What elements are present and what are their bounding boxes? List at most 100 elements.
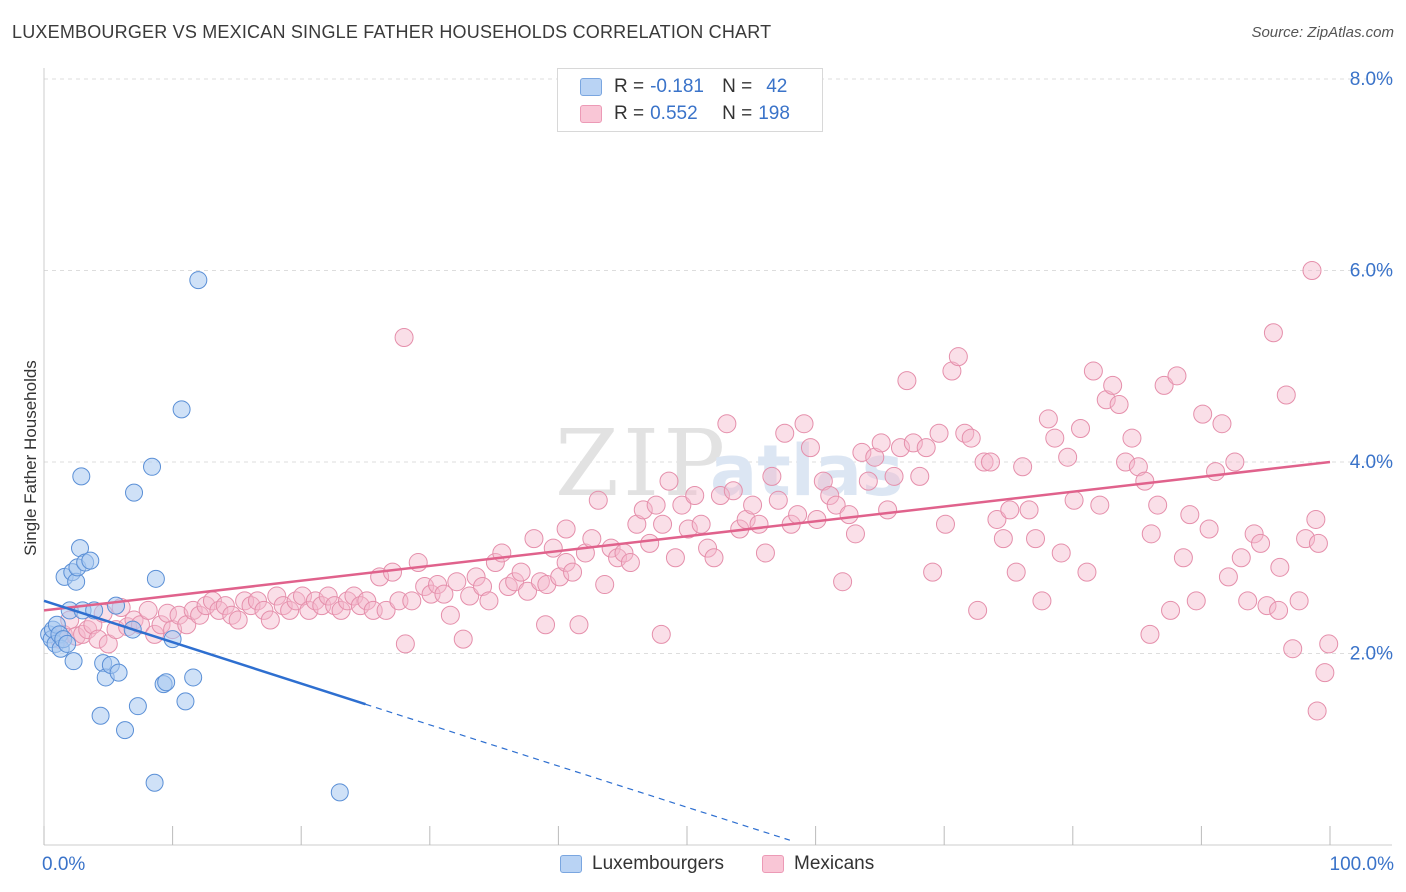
mexicans-point <box>299 600 319 620</box>
mexicans-point <box>394 328 414 348</box>
luxembourgers-point <box>128 697 147 716</box>
luxembourgers-point <box>184 668 203 687</box>
mexicans-point <box>980 452 1000 472</box>
mexicans-point <box>858 471 878 491</box>
mexicans-point <box>1006 562 1026 582</box>
mexicans-point <box>1302 261 1322 280</box>
mexicans-point <box>820 486 840 506</box>
mexicans-point <box>1212 414 1232 434</box>
mexicans-point <box>633 500 653 520</box>
mexicans-point <box>1122 428 1142 448</box>
mexicans-point <box>651 624 671 644</box>
mexicans-point <box>890 438 910 458</box>
mexicans-point <box>1306 509 1326 529</box>
mexicans-point <box>878 500 898 520</box>
mexicans-point <box>1083 361 1103 381</box>
luxembourgers-point <box>109 663 128 682</box>
mexicans-point <box>1180 505 1200 525</box>
r-value: 0.552 <box>650 103 698 124</box>
mexicans-point <box>473 576 493 596</box>
mexicans-point <box>665 548 685 568</box>
mexicans-point <box>1019 500 1039 520</box>
mexicans-point <box>929 423 949 443</box>
y-tick-label: 2.0% <box>1350 644 1393 665</box>
y-tick-label: 8.0% <box>1350 69 1393 90</box>
watermark-atlas: atlas <box>710 430 904 512</box>
mexicans-point <box>1251 533 1271 553</box>
mexicans-point <box>357 591 377 611</box>
luxembourgers-point <box>146 569 165 588</box>
mexicans-point <box>627 514 647 534</box>
mexicans-point <box>691 514 711 534</box>
mexicans-point <box>1116 452 1136 472</box>
mexicans-point <box>447 572 467 592</box>
mexicans-point <box>1051 543 1071 563</box>
mexicans-point <box>1032 591 1052 611</box>
watermark: ZIP atlas <box>555 410 904 517</box>
mexicans-point <box>215 596 235 616</box>
mexicans-point <box>151 615 171 635</box>
mexicans-point <box>1064 490 1084 510</box>
mexicans-point <box>228 610 248 630</box>
r-label: R = <box>614 103 645 124</box>
mexicans-point <box>260 610 280 630</box>
mexicans-point <box>1167 366 1187 386</box>
mexicans-point <box>1319 634 1339 654</box>
mexicans-point <box>743 495 763 515</box>
mexicans-point <box>620 553 640 573</box>
r-value: -0.181 <box>650 76 704 97</box>
n-value: 42 <box>766 76 788 97</box>
mexicans-point <box>556 553 576 573</box>
mexicans-point <box>1141 524 1161 544</box>
mexicans-trend-line <box>43 460 1331 612</box>
mexicans-point <box>1013 457 1033 477</box>
mexicans-point <box>190 605 210 625</box>
luxembourgers-points <box>40 271 349 802</box>
mexicans-point <box>1103 375 1123 395</box>
mexicans-point <box>897 371 917 391</box>
mexicans-point <box>88 629 108 649</box>
luxembourgers-point <box>81 551 100 570</box>
mexicans-point <box>1000 500 1020 520</box>
stats-legend: R = -0.181 N = 42 R = 0.552 N = 198 <box>557 68 823 132</box>
mexicans-point <box>1193 404 1213 424</box>
mexicans-point <box>833 572 853 592</box>
mexicans-point <box>254 600 274 620</box>
mexicans-point <box>1307 701 1327 721</box>
stats-legend-row-luxembourgers: R = -0.181 N = 42 <box>580 75 787 99</box>
luxembourgers-trend-line <box>43 599 366 706</box>
mexicans-point <box>755 543 775 563</box>
mexicans-point <box>685 486 705 506</box>
mexicans-point <box>292 586 312 606</box>
y-tick-label: 6.0% <box>1350 261 1393 282</box>
mexicans-point <box>678 519 698 539</box>
mexicans-point <box>845 524 865 544</box>
mexicans-point <box>884 466 904 486</box>
mexicans-point <box>1225 452 1245 472</box>
mexicans-point <box>1140 624 1160 644</box>
mexicans-point <box>672 495 692 515</box>
mexicans-point <box>1269 600 1289 620</box>
mexicans-point <box>948 347 968 367</box>
n-label: N = <box>722 76 753 97</box>
mexicans-point <box>543 538 563 558</box>
legend-item-mexicans[interactable]: Mexicans <box>762 852 874 876</box>
mexicans-point <box>434 584 454 604</box>
mexicans-point <box>923 562 943 582</box>
luxembourgers-point <box>143 457 162 476</box>
luxembourgers-point <box>145 773 164 792</box>
luxembourgers-point <box>189 271 208 290</box>
watermark-zip: ZIP <box>555 410 729 517</box>
mexicans-point <box>595 575 615 595</box>
y-axis-label: Single Father Households <box>21 360 40 556</box>
mexicans-point <box>1283 639 1303 659</box>
mexicans-point <box>1296 529 1316 549</box>
mexicans-point <box>318 586 338 606</box>
mexicans-point <box>1270 557 1290 577</box>
legend-item-luxembourgers[interactable]: Luxembourgers <box>560 852 724 876</box>
mexicans-point <box>1077 562 1097 582</box>
mexicans-point <box>1173 548 1193 568</box>
mexicans-point <box>974 452 994 472</box>
mexicans-point <box>453 629 473 649</box>
